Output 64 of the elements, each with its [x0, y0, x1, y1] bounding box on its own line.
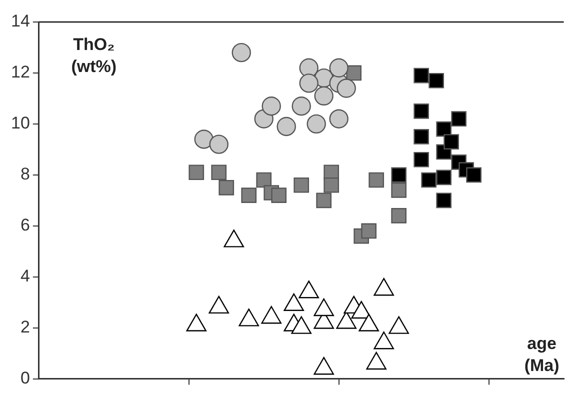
point — [218, 180, 234, 196]
point — [271, 188, 287, 203]
point — [358, 314, 379, 332]
point — [298, 280, 319, 298]
point — [188, 164, 204, 180]
y-tick-label: 2 — [20, 318, 30, 337]
point — [414, 129, 429, 144]
point — [314, 86, 334, 106]
point — [414, 104, 429, 119]
point — [194, 130, 214, 149]
point — [436, 192, 452, 208]
y-axis-title: ThO₂ (wt%) — [71, 35, 117, 76]
point — [261, 306, 282, 324]
y-tick-label: 10 — [10, 114, 30, 133]
point — [209, 134, 228, 154]
point — [374, 332, 394, 350]
point — [292, 96, 311, 116]
point — [436, 170, 452, 186]
point — [414, 152, 429, 168]
y-tick-label: 14 — [10, 12, 30, 31]
point — [306, 114, 326, 134]
point — [208, 296, 229, 314]
point — [351, 300, 372, 319]
point — [366, 352, 386, 370]
point — [238, 308, 259, 326]
point — [421, 172, 436, 188]
point — [294, 177, 310, 193]
y-tick-label: 4 — [20, 266, 30, 286]
x-axis-title: age (Ma) — [524, 334, 560, 375]
point — [329, 109, 348, 128]
point — [276, 116, 296, 136]
point — [368, 172, 384, 188]
y-tick-label: 8 — [20, 164, 30, 184]
point — [391, 167, 407, 183]
point — [186, 314, 207, 332]
point — [262, 96, 281, 116]
point — [374, 278, 394, 296]
point — [316, 192, 332, 208]
point — [391, 208, 407, 224]
point — [336, 78, 356, 98]
point — [291, 316, 312, 334]
point — [299, 74, 318, 93]
point — [324, 177, 340, 193]
point — [284, 293, 304, 311]
point — [428, 72, 444, 88]
point — [388, 316, 409, 334]
point — [391, 182, 407, 198]
y-tick-label: 0 — [20, 368, 30, 388]
point — [314, 298, 334, 316]
point — [361, 223, 377, 239]
point — [211, 164, 227, 180]
y-tick-label: 6 — [20, 216, 30, 235]
point — [466, 167, 482, 183]
point — [232, 42, 251, 62]
point — [414, 68, 429, 84]
point — [241, 188, 257, 203]
point — [314, 357, 334, 375]
point — [436, 121, 452, 137]
point — [329, 58, 348, 78]
point — [224, 230, 244, 248]
y-tick-label: 12 — [10, 62, 30, 82]
point — [444, 134, 459, 150]
point — [256, 172, 272, 188]
point — [451, 111, 466, 127]
